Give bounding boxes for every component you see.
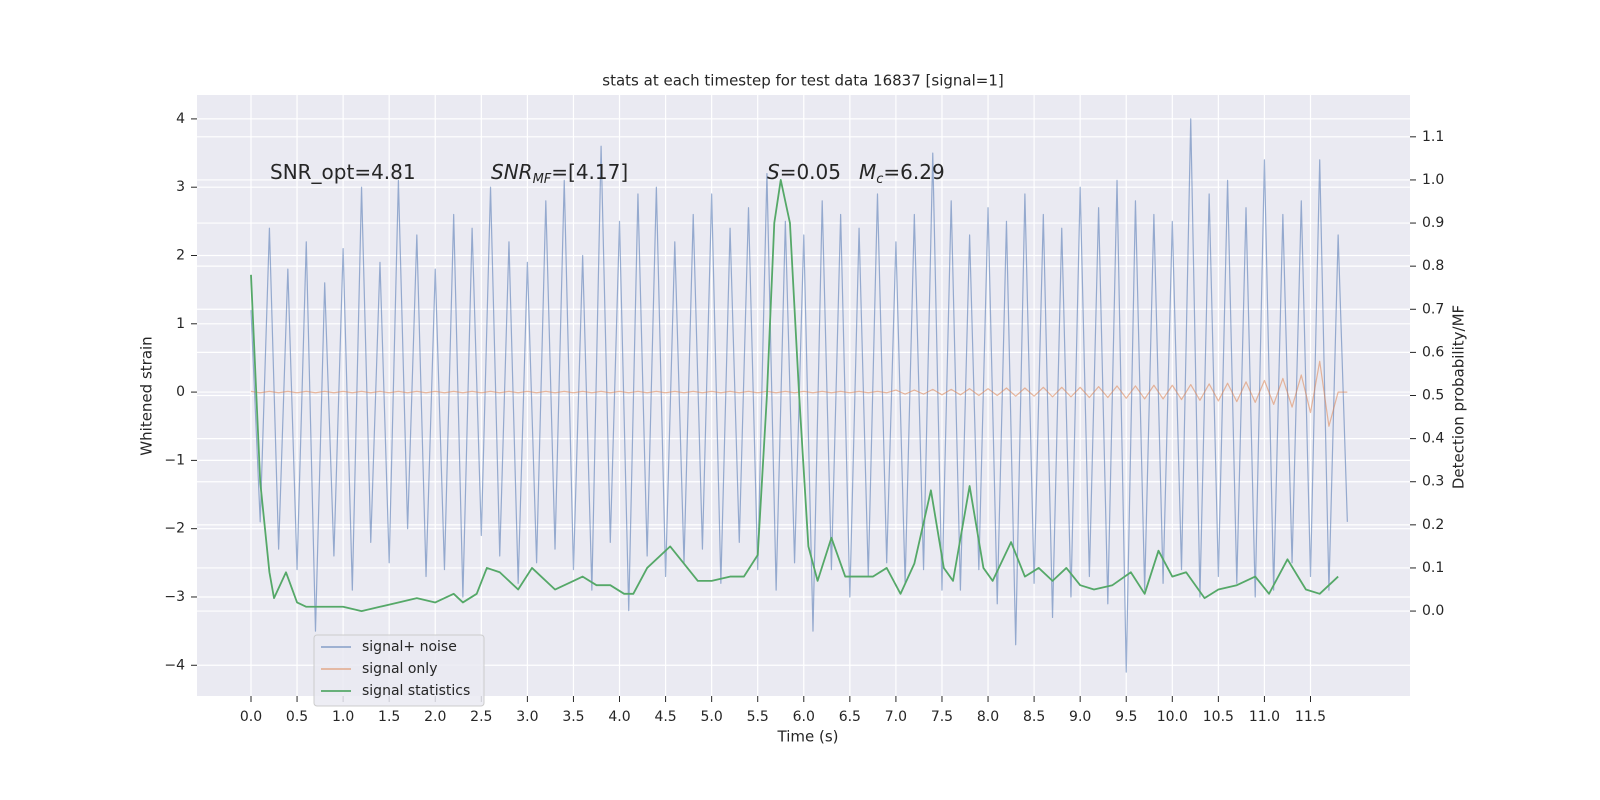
- y2-tick-label: 0.3: [1422, 474, 1444, 490]
- x-tick-label: 2.5: [470, 709, 492, 725]
- annotation-part: SNR_opt=4.81: [270, 160, 416, 184]
- x-tick-label: 10.5: [1203, 709, 1234, 725]
- y-axis-label: Whitened strain: [138, 336, 156, 455]
- x-tick-label: 7.5: [931, 709, 953, 725]
- annotation-part: =6.29: [883, 160, 944, 184]
- legend-label: signal statistics: [362, 683, 470, 699]
- y-tick-label: −4: [164, 657, 185, 673]
- y2-tick-label: 0.6: [1422, 344, 1444, 360]
- x-tick-label: 4.5: [654, 709, 676, 725]
- y2-tick-label: 0.9: [1422, 215, 1444, 231]
- y-tick-label: −1: [164, 452, 185, 468]
- x-tick-label: 5.0: [701, 709, 723, 725]
- marks: [250, 118, 1348, 673]
- x-tick-label: 10.0: [1157, 709, 1188, 725]
- x-tick-label: 7.0: [885, 709, 907, 725]
- x-tick-label: 9.0: [1069, 709, 1091, 725]
- annotation: SNRMF=[4.17]: [491, 160, 628, 187]
- y-tick-label: 3: [176, 179, 185, 195]
- annotation-part: M: [859, 160, 876, 184]
- x-tick-label: 8.0: [977, 709, 999, 725]
- annotation: S=0.05: [767, 160, 841, 184]
- x-tick-label: 11.5: [1295, 709, 1326, 725]
- y2-tick-label: 1.0: [1422, 172, 1444, 188]
- y2-tick-label: 0.4: [1422, 431, 1444, 447]
- y2-tick-label: 0.5: [1422, 388, 1444, 404]
- x-tick-label: 11.0: [1249, 709, 1280, 725]
- legend-label: signal only: [362, 661, 437, 677]
- y2-tick-label: 0.7: [1422, 301, 1444, 317]
- x-tick-label: 4.0: [608, 709, 630, 725]
- legend-label: signal+ noise: [362, 639, 457, 655]
- y-tick-label: −3: [164, 589, 185, 605]
- x-tick-label: 8.5: [1023, 709, 1045, 725]
- legend-box: [313, 634, 485, 707]
- x-tick-label: 3.5: [562, 709, 584, 725]
- x-tick-label: 5.5: [747, 709, 769, 725]
- x-tick-label: 6.5: [839, 709, 861, 725]
- annotation-part: =0.05: [780, 160, 841, 184]
- x-tick-label: 1.5: [378, 709, 400, 725]
- y2-tick-label: 0.0: [1422, 603, 1444, 619]
- y-tick-label: 0: [176, 384, 185, 400]
- x-tick-label: 6.0: [793, 709, 815, 725]
- y-tick-label: 4: [176, 111, 185, 127]
- x-tick-label: 0.0: [240, 709, 262, 725]
- annotation: SNR_opt=4.81: [270, 160, 416, 184]
- x-tick-label: 3.0: [516, 709, 538, 725]
- annotation-part: SNR: [491, 160, 533, 184]
- y-tick-label: 2: [176, 247, 185, 263]
- y2-tick-label: 0.2: [1422, 517, 1444, 533]
- y2-tick-label: 0.1: [1422, 560, 1444, 576]
- x-tick-label: 9.5: [1115, 709, 1137, 725]
- annotation-part: c: [876, 172, 883, 187]
- x-axis-label: Time (s): [777, 728, 839, 746]
- annotation-part: MF: [533, 172, 552, 187]
- chart-title: stats at each timestep for test data 168…: [602, 72, 1003, 90]
- y2-axis-label: Detection probability/MF: [1450, 305, 1468, 489]
- y2-tick-label: 0.8: [1422, 258, 1444, 274]
- x-tick-label: 2.0: [424, 709, 446, 725]
- annotation-part: S: [767, 160, 780, 184]
- labels: 0.0 0.5 1.0 1.5 2.0 2.5 3.0 3.5 4.0 4.5 5.0 5.5 6.0 6…: [164, 111, 1444, 725]
- y2-tick-label: 1.1: [1422, 129, 1444, 145]
- annotation: Mc=6.29: [859, 160, 945, 187]
- annotation-part: =[4.17]: [551, 160, 628, 184]
- y-tick-label: −2: [164, 521, 185, 537]
- grid: [191, 95, 1416, 702]
- x-tick-label: 1.0: [332, 709, 354, 725]
- series-line: [250, 179, 1339, 612]
- x-tick-label: 0.5: [286, 709, 308, 725]
- y-tick-label: 1: [176, 316, 185, 332]
